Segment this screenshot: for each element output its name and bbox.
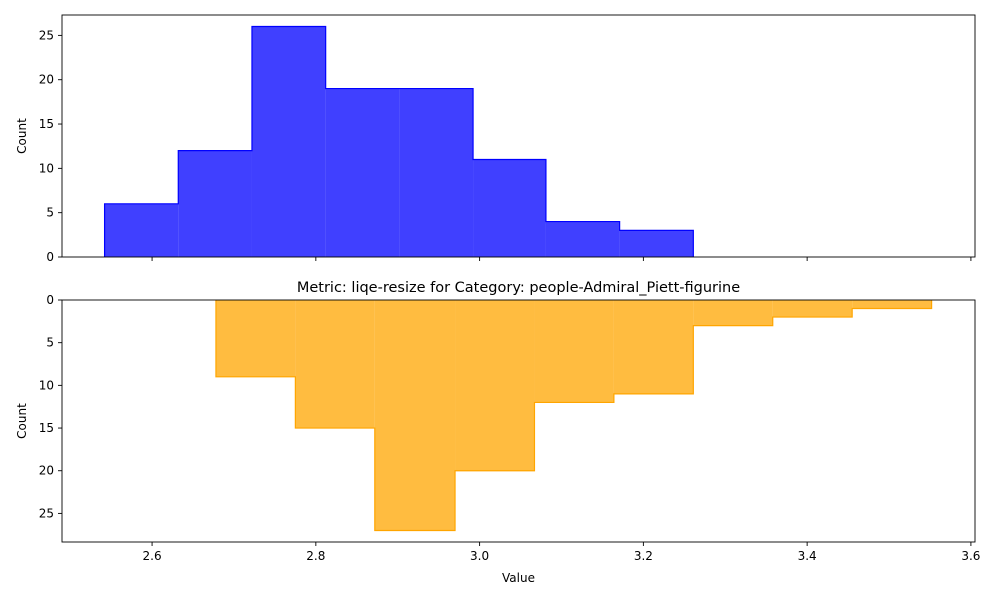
bottom-x-axis-label: Value bbox=[502, 571, 535, 585]
bottom-histogram-bar-4 bbox=[534, 300, 614, 403]
bottom-y-tick-label-5: 25 bbox=[39, 506, 54, 520]
top-y-tick-label-0: 0 bbox=[46, 250, 54, 264]
bottom-x-tick-label-5: 3.6 bbox=[961, 549, 980, 563]
top-histogram-outline bbox=[103, 25, 694, 257]
top-y-tick-label-4: 20 bbox=[39, 73, 54, 87]
top-y-tick-label-1: 5 bbox=[46, 206, 54, 220]
top-y-tick-label-3: 15 bbox=[39, 117, 54, 131]
top-histogram-bar-2 bbox=[251, 26, 326, 258]
bottom-histogram-bar-1 bbox=[295, 300, 375, 429]
bottom-histogram-bar-3 bbox=[455, 300, 535, 471]
top-histogram-bar-6 bbox=[545, 221, 620, 257]
bottom-histogram-bar-7 bbox=[772, 300, 853, 318]
bottom-x-tick-label-1: 2.8 bbox=[306, 549, 325, 563]
bottom-chart-title: Metric: liqe-resize for Category: people… bbox=[297, 280, 740, 296]
bottom-y-tick-label-1: 5 bbox=[46, 336, 54, 350]
bottom-histogram-bar-6 bbox=[693, 300, 773, 326]
top-histogram-bar-7 bbox=[619, 230, 694, 257]
top-axes-frame bbox=[61, 14, 976, 258]
top-histogram-bar-0 bbox=[104, 203, 179, 257]
bottom-y-tick-label-3: 15 bbox=[39, 421, 54, 435]
top-histogram-bar-5 bbox=[473, 159, 546, 257]
bottom-histogram-bar-0 bbox=[215, 300, 296, 377]
bottom-histogram-bar-2 bbox=[374, 300, 456, 531]
bottom-x-tick-label-0: 2.6 bbox=[143, 549, 162, 563]
bottom-histogram-outline bbox=[215, 300, 933, 532]
bottom-y-axis-label: Count bbox=[15, 403, 29, 439]
top-histogram-bar-4 bbox=[399, 88, 474, 257]
bottom-histogram-bar-5 bbox=[613, 300, 694, 394]
bottom-axes-frame bbox=[61, 299, 976, 543]
bottom-x-tick-label-4: 3.4 bbox=[798, 549, 817, 563]
bottom-x-tick-label-3: 3.2 bbox=[634, 549, 653, 563]
top-histogram-bar-1 bbox=[178, 150, 252, 257]
bottom-y-tick-label-0: 0 bbox=[46, 293, 54, 307]
top-y-axis-label: Count bbox=[15, 118, 29, 154]
top-y-tick-label-5: 25 bbox=[39, 28, 54, 42]
top-histogram-bar-3 bbox=[325, 88, 400, 257]
bottom-y-tick-label-4: 20 bbox=[39, 464, 54, 478]
bottom-x-tick-label-2: 3.0 bbox=[470, 549, 489, 563]
bottom-histogram-bar-8 bbox=[852, 300, 932, 309]
bottom-y-tick-label-2: 10 bbox=[39, 378, 54, 392]
top-y-tick-label-2: 10 bbox=[39, 161, 54, 175]
